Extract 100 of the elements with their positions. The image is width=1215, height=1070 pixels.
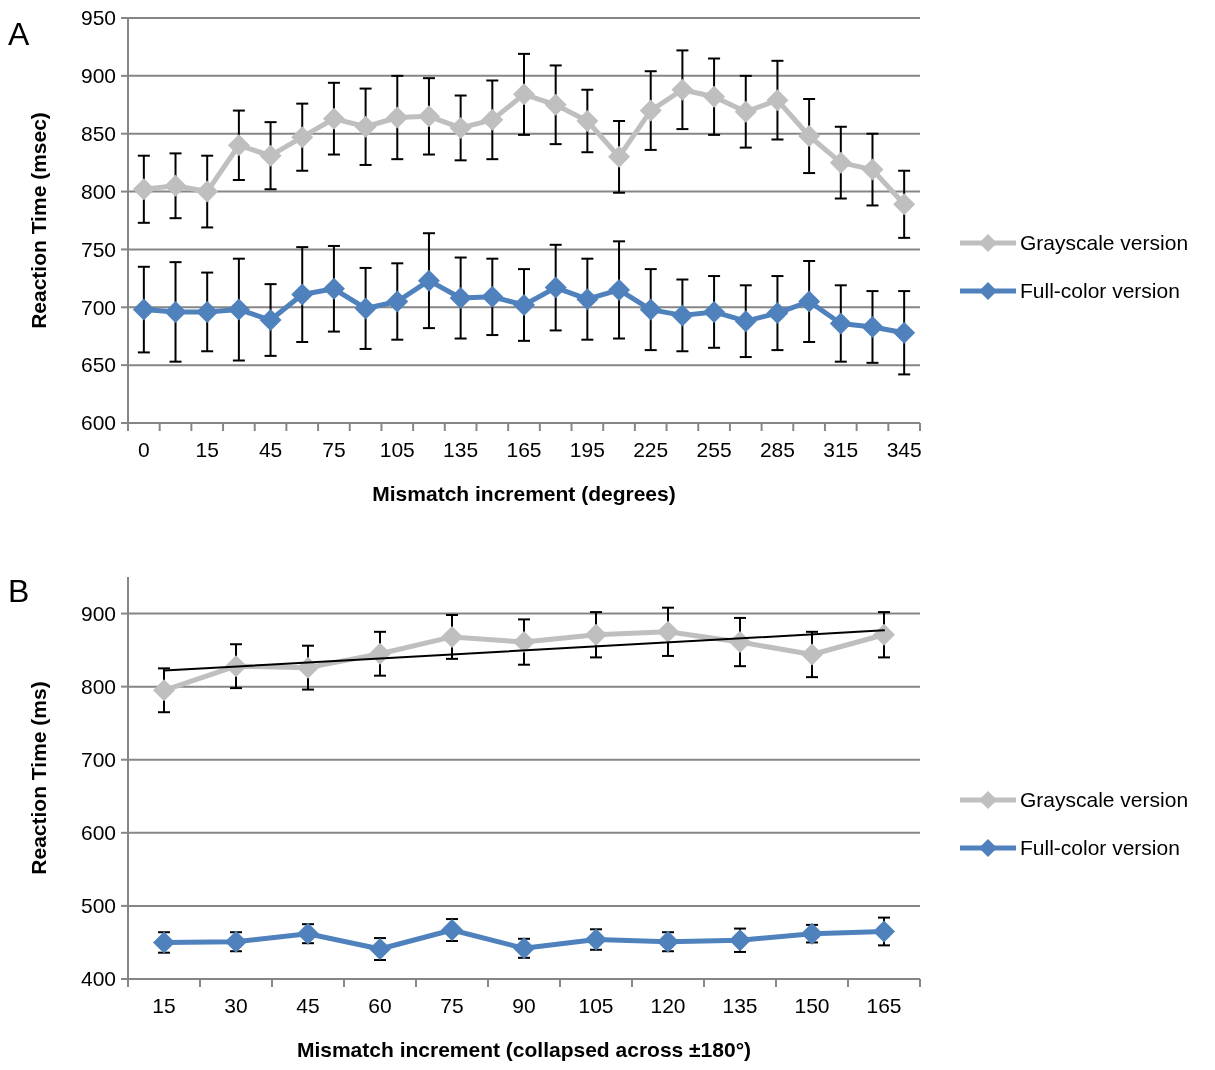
point — [354, 115, 377, 138]
y-tick-label: 400 — [80, 967, 116, 991]
point — [873, 623, 895, 646]
point — [291, 283, 314, 306]
x-tick-label: 45 — [296, 994, 320, 1017]
y-tick-label: 750 — [80, 237, 116, 261]
point — [164, 300, 187, 323]
y-tick-label: 900 — [80, 64, 116, 88]
x-tick-label: 120 — [650, 994, 686, 1017]
legend-label: Full-color version — [1020, 279, 1180, 303]
x-tick-label: 345 — [886, 438, 922, 461]
chart-title: A — [8, 16, 30, 52]
y-tick-label: 700 — [80, 295, 116, 319]
x-tick-label: 30 — [224, 994, 248, 1017]
x-axis-title: Mismatch increment (collapsed across ±180°) — [296, 1038, 752, 1061]
x-tick-label: 135 — [443, 438, 479, 461]
x-tick-label: 45 — [258, 438, 283, 461]
y-tick-label: 600 — [80, 821, 116, 845]
y-tick-label: 500 — [80, 894, 116, 918]
x-tick-label: 255 — [696, 438, 732, 461]
point — [657, 620, 679, 643]
point — [671, 304, 694, 327]
point — [861, 158, 884, 181]
chart-title: B — [8, 573, 30, 609]
legend-label: Full-color version — [1020, 836, 1180, 860]
x-tick-label: 150 — [794, 994, 830, 1017]
point — [259, 144, 282, 167]
point — [259, 309, 282, 332]
point — [481, 285, 504, 308]
point — [513, 631, 535, 654]
point — [291, 126, 314, 149]
point — [513, 83, 535, 106]
point — [703, 85, 726, 108]
point — [576, 288, 599, 311]
point — [227, 298, 250, 321]
x-tick-label: 225 — [633, 438, 669, 461]
point — [196, 180, 219, 203]
point — [481, 108, 504, 131]
legend-label: Grayscale version — [1020, 788, 1189, 812]
point — [608, 145, 631, 168]
x-tick-label: 75 — [440, 994, 464, 1017]
point — [861, 315, 884, 338]
point — [449, 116, 472, 139]
point — [893, 321, 916, 344]
point — [164, 174, 187, 197]
point — [671, 78, 694, 101]
y-axis-title: Reaction Time (ms) — [27, 681, 50, 875]
y-tick-label: 650 — [80, 353, 116, 377]
point — [801, 643, 823, 666]
point — [829, 312, 852, 335]
x-tick-label: 15 — [152, 994, 176, 1017]
point — [576, 109, 599, 132]
point — [639, 298, 662, 321]
point — [544, 276, 567, 299]
point — [449, 287, 472, 310]
legend-label: Grayscale version — [1020, 231, 1189, 255]
point — [829, 151, 852, 174]
point — [322, 107, 345, 130]
point — [132, 298, 155, 321]
x-tick-label: 75 — [322, 438, 346, 461]
point — [734, 310, 757, 333]
x-tick-label: 105 — [379, 438, 415, 461]
point — [513, 293, 535, 316]
y-tick-label: 800 — [80, 179, 116, 203]
point — [766, 302, 789, 325]
y-tick-label: 600 — [80, 411, 116, 435]
y-axis-title: Reaction Time (msec) — [27, 112, 50, 329]
y-tick-label: 850 — [80, 122, 116, 146]
y-tick-label: 800 — [80, 674, 116, 698]
x-tick-label: 15 — [195, 438, 219, 461]
x-tick-label: 285 — [759, 438, 795, 461]
point — [386, 106, 409, 129]
x-tick-label: 60 — [368, 994, 392, 1017]
point — [544, 93, 567, 116]
point — [153, 679, 175, 702]
point — [441, 625, 463, 648]
x-tick-label: 105 — [578, 994, 614, 1017]
point — [766, 89, 789, 112]
x-tick-label: 315 — [823, 438, 859, 461]
point — [417, 269, 440, 292]
x-tick-label: 0 — [138, 438, 150, 461]
point — [798, 125, 821, 148]
point — [893, 193, 916, 216]
point — [873, 920, 895, 943]
point — [386, 290, 409, 313]
x-tick-label: 135 — [722, 994, 758, 1017]
point — [196, 300, 219, 323]
point — [132, 178, 155, 201]
x-tick-label: 195 — [569, 438, 605, 461]
point — [585, 623, 607, 646]
x-tick-label: 90 — [512, 994, 536, 1017]
y-tick-label: 900 — [80, 601, 116, 625]
point — [354, 297, 377, 320]
point — [703, 300, 726, 323]
point — [608, 278, 631, 301]
point — [417, 105, 440, 128]
point — [227, 134, 250, 157]
point — [734, 100, 757, 123]
x-tick-label: 165 — [506, 438, 542, 461]
x-tick-label: 165 — [866, 994, 902, 1017]
